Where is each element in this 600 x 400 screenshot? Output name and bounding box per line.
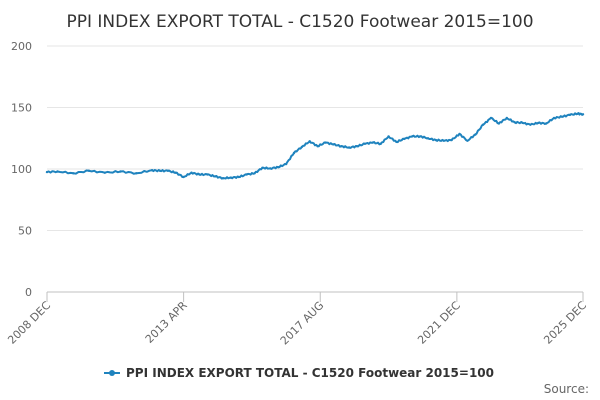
data-point: [206, 173, 209, 176]
data-point: [308, 140, 311, 143]
y-tick-label: 200: [11, 40, 32, 53]
data-point: [581, 113, 585, 116]
data-point: [103, 171, 107, 174]
data-point: [442, 139, 445, 142]
y-tick-label: 100: [11, 163, 32, 176]
data-point: [56, 170, 59, 173]
data-point: [332, 143, 335, 146]
data-point: [379, 142, 382, 145]
data-point: [529, 123, 532, 126]
data-point: [434, 138, 438, 142]
data-point: [324, 141, 327, 144]
data-point: [537, 121, 540, 125]
data-point: [300, 145, 304, 149]
x-axis: 2008 DEC 2013 APR 2017 AUG 2021 DEC 2025 DEC: [5, 292, 589, 347]
data-point: [450, 138, 453, 142]
data-point: [426, 137, 430, 140]
data-point: [190, 171, 193, 174]
y-tick-label: 50: [18, 225, 32, 238]
data-point: [568, 113, 572, 117]
data-point: [158, 169, 162, 172]
data-point: [395, 140, 398, 144]
plot-area: [45, 112, 585, 180]
data-point: [166, 169, 170, 172]
data-point: [340, 145, 343, 148]
data-point: [135, 172, 138, 175]
data-point: [221, 177, 225, 180]
data-point: [277, 166, 280, 169]
data-point: [403, 137, 406, 141]
data-point: [72, 172, 75, 175]
data-point: [552, 116, 556, 120]
x-tick-label: 2025 DEC: [541, 299, 589, 347]
gridlines: [47, 45, 583, 293]
data-point: [237, 175, 240, 179]
data-point: [545, 122, 548, 125]
data-point: [316, 145, 319, 148]
data-point: [489, 116, 493, 120]
data-point: [474, 133, 477, 136]
chart-title: PPI INDEX EXPORT TOTAL - C1520 Footwear …: [66, 12, 533, 32]
data-point: [505, 116, 508, 120]
y-tick-label: 0: [25, 286, 32, 299]
data-point: [284, 162, 288, 166]
data-point: [387, 135, 390, 138]
data-point: [269, 167, 272, 170]
data-point: [174, 171, 177, 174]
data-point: [261, 166, 264, 169]
data-point: [253, 172, 256, 175]
data-point: [418, 135, 422, 138]
data-point: [198, 173, 201, 176]
data-point: [458, 132, 461, 136]
data-point: [292, 151, 296, 155]
data-point: [497, 122, 501, 125]
data-point: [411, 135, 414, 138]
x-tick-label: 2021 DEC: [415, 299, 463, 347]
data-point: [481, 123, 485, 126]
data-point: [87, 169, 91, 172]
data-point: [119, 170, 122, 173]
data-point: [560, 115, 564, 118]
data-point: [347, 146, 351, 149]
legend-label: PPI INDEX EXPORT TOTAL - C1520 Footwear …: [126, 366, 494, 380]
data-point: [45, 170, 49, 174]
data-point: [213, 175, 217, 178]
source-label: Source:: [544, 382, 589, 396]
data-point: [182, 175, 185, 179]
data-point: [466, 139, 469, 142]
data-point: [513, 121, 516, 124]
data-point: [229, 176, 233, 179]
data-point: [355, 145, 359, 148]
y-axis: 0 50 100 150 200: [11, 40, 32, 299]
data-point: [245, 173, 248, 176]
x-tick-label: 2017 AUG: [278, 299, 327, 348]
data-point: [150, 169, 154, 172]
legend[interactable]: PPI INDEX EXPORT TOTAL - C1520 Footwear …: [104, 366, 494, 380]
data-point: [521, 121, 524, 125]
legend-marker-icon: [109, 370, 115, 376]
y-tick-label: 150: [11, 102, 32, 115]
data-point: [363, 142, 367, 145]
data-point: [371, 141, 374, 144]
data-point: [576, 112, 579, 115]
x-tick-label: 2013 APR: [143, 299, 190, 346]
x-tick-label: 2008 DEC: [5, 299, 53, 347]
